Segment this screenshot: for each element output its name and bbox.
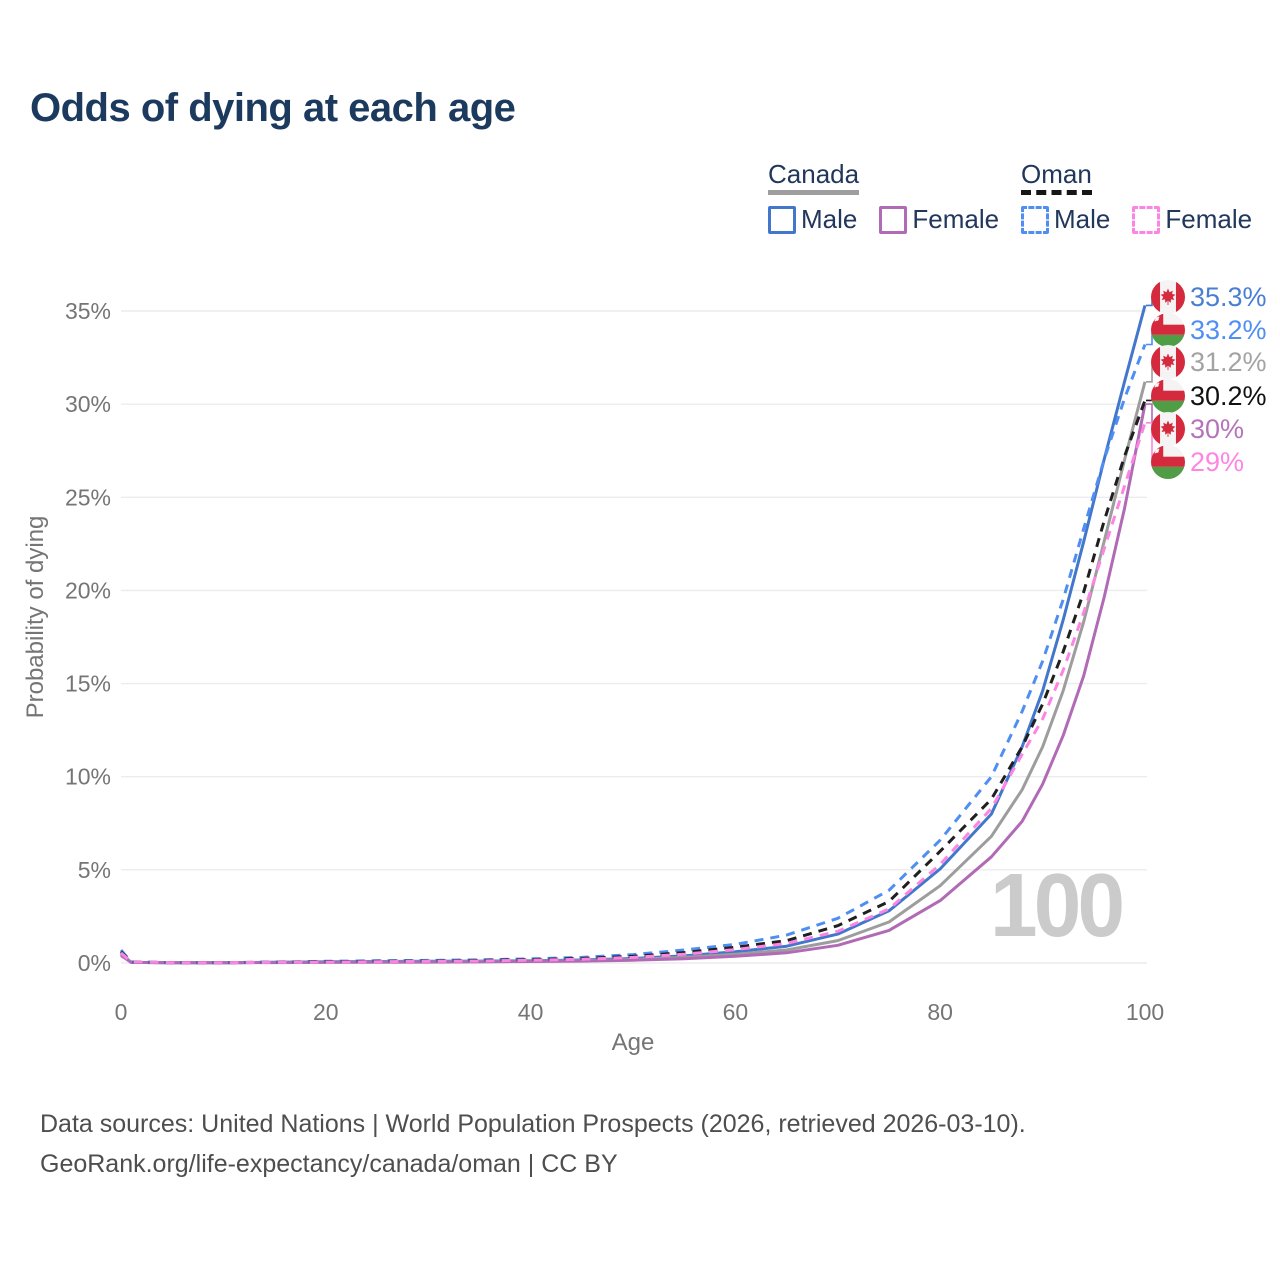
x-tick-label: 80 (927, 999, 953, 1025)
end-label-value: 29% (1190, 446, 1245, 477)
page-title: Odds of dying at each age (30, 86, 516, 130)
end-label-value: 33.2% (1190, 314, 1267, 345)
end-label-oman-male: 33.2% (1151, 312, 1267, 348)
y-tick-label: 15% (65, 671, 111, 697)
y-tick-label: 25% (65, 484, 111, 510)
canada-female-swatch-icon (879, 205, 908, 234)
end-label-oman-both: 30.2% (1151, 378, 1267, 414)
y-tick-label: 30% (65, 391, 111, 417)
oman-flag-icon (1151, 445, 1185, 479)
y-tick-label: 10% (65, 764, 111, 790)
canada-flag-icon (1151, 345, 1185, 379)
legend-items-oman: Male Female (1021, 204, 1252, 235)
end-label-canada-male: 35.3% (1151, 279, 1267, 315)
end-label-value: 31.2% (1190, 346, 1267, 377)
canada-flag-icon (1151, 280, 1185, 314)
legend-group-canada: Canada Male Female (768, 160, 999, 235)
canada-male-swatch-icon (768, 205, 796, 234)
y-tick-label: 20% (65, 577, 111, 603)
legend-item-label: Male (1054, 204, 1111, 234)
footer: Data sources: United Nations | World Pop… (40, 1104, 1026, 1184)
x-tick-label: 20 (313, 999, 339, 1025)
legend-item-canada-female[interactable]: Female (879, 204, 999, 235)
y-tick-label: 5% (78, 857, 111, 883)
end-label-value: 35.3% (1190, 281, 1267, 312)
footer-attribution: GeoRank.org/life-expectancy/canada/oman … (40, 1150, 618, 1178)
x-tick-label: 0 (115, 999, 128, 1025)
y-tick-label: 35% (65, 298, 111, 324)
x-tick-label: 100 (1126, 999, 1164, 1025)
end-label-value: 30.2% (1190, 380, 1267, 411)
canada-flag-icon (1151, 412, 1185, 446)
legend-country-canada[interactable]: Canada (768, 160, 860, 195)
x-tick-label: 60 (723, 999, 749, 1025)
x-axis-title: Age (612, 1029, 655, 1056)
oman-flag-icon (1151, 379, 1185, 413)
legend-item-oman-male[interactable]: Male (1021, 204, 1110, 235)
oman-female-swatch-icon (1132, 205, 1161, 234)
x-tick-label: 40 (518, 999, 544, 1025)
legend-item-label: Female (1165, 204, 1253, 234)
legend-item-label: Male (801, 204, 858, 234)
footer-data-sources: Data sources: United Nations | World Pop… (40, 1110, 1026, 1138)
end-label-canada-both: 31.2% (1151, 344, 1267, 380)
legend-item-label: Female (912, 204, 1000, 234)
oman-flag-icon (1151, 313, 1185, 347)
end-label-oman-female: 29% (1151, 444, 1244, 480)
end-label-value: 30% (1190, 413, 1245, 444)
legend-item-oman-female[interactable]: Female (1132, 204, 1252, 235)
y-tick-label: 0% (78, 950, 111, 976)
age-indicator-watermark: 100 (990, 856, 1125, 956)
legend-group-oman: Oman Male Female (1021, 160, 1252, 235)
legend-items-canada: Male Female (768, 204, 999, 235)
oman-male-swatch-icon (1021, 205, 1049, 234)
end-label-canada-female: 30% (1151, 411, 1244, 447)
y-axis-title: Probability of dying (22, 516, 49, 719)
legend-country-oman[interactable]: Oman (1021, 160, 1092, 195)
legend-item-canada-male[interactable]: Male (768, 204, 857, 235)
